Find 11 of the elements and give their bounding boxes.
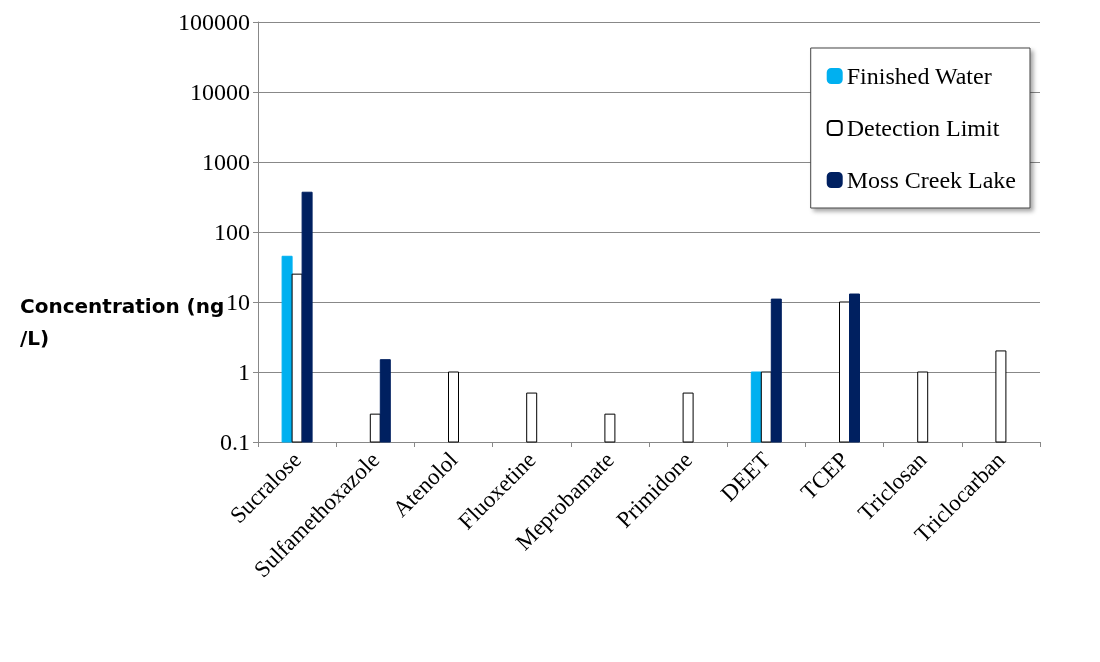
y-tick-label: 0.1 [220, 429, 250, 455]
y-tick-label: 1000 [202, 149, 250, 175]
y-tick-label: 1 [238, 359, 250, 385]
legend-label: Finished Water [846, 63, 992, 89]
y-tick-label: 10 [226, 289, 250, 315]
legend-label: Moss Creek Lake [846, 167, 1017, 193]
y-tick-label: 100 [214, 219, 250, 245]
y-tick-label: 10000 [190, 79, 250, 105]
y-axis-title: Concentration (ng/L) [20, 294, 225, 350]
legend-label: Detection Limit [846, 115, 1000, 141]
y-tick-label: 100000 [178, 9, 250, 35]
